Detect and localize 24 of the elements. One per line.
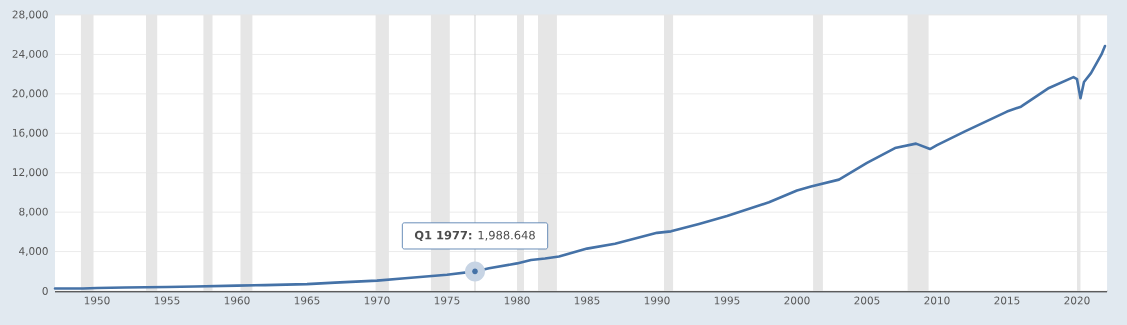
x-tick-label: 1970 [364,296,390,305]
y-tick-label: 16,000 [13,128,48,138]
x-tick-label: 2015 [994,296,1020,305]
x-tick-label: 1960 [224,296,250,305]
x-tick-label: 2000 [784,296,810,305]
y-tick-label: 20,000 [12,89,48,99]
y-tick-label: 24,000 [12,49,48,59]
x-tick-label: 1965 [294,296,320,305]
x-tick-label: 1985 [574,296,600,305]
x-tick-label: 1950 [84,296,110,305]
x-tick-label: 2005 [854,296,880,305]
x-tick-label: 1955 [154,296,180,305]
y-tick-label: 4,000 [19,247,48,257]
y-tick-label: 28,000 [12,10,48,20]
x-tick-label: 1975 [434,296,460,305]
x-tick-label: 2010 [924,296,950,305]
x-tick-label: 1980 [504,296,530,305]
x-tick-label: 1990 [644,296,670,305]
annotation: Q1 1977: 1,988.648 [414,230,535,241]
x-tick-label: 2020 [1064,296,1090,305]
y-tick-label: 8,000 [19,207,48,217]
y-tick-label: 12,000 [13,168,48,178]
y-tick-label: 0 [42,287,48,295]
x-tick-label: 1995 [714,296,740,305]
